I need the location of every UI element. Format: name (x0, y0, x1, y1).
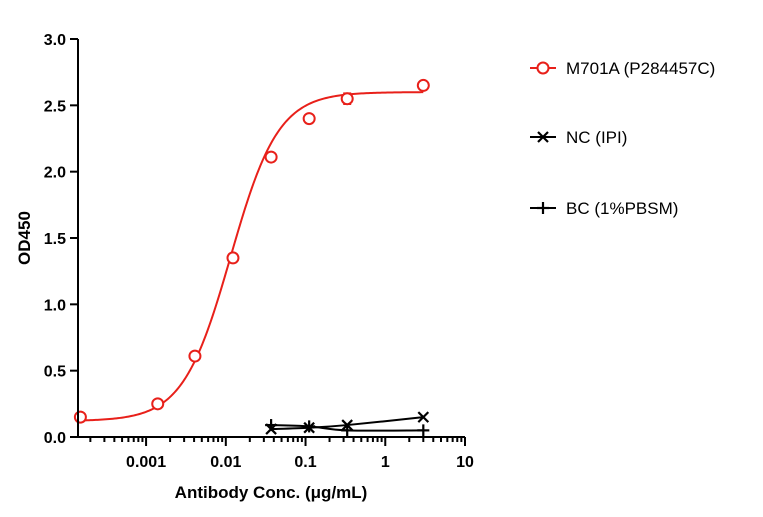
y-tick-label: 1.0 (44, 297, 66, 314)
x-ticks: 0.001 0.01 0.1 1 10 (89, 437, 474, 471)
data-point-2 (417, 424, 430, 437)
data-point-0 (416, 78, 430, 92)
series-line-0 (80, 91, 424, 422)
legend-entry-2: BC (1%PBSM) (530, 199, 678, 218)
data-point-2 (303, 420, 316, 433)
data-point-0 (226, 251, 240, 265)
x-tick-label: 10 (456, 454, 474, 471)
data-point-0 (340, 92, 354, 106)
y-tick-label: 2.5 (44, 98, 66, 115)
legend-marker (537, 202, 549, 214)
data-point-0 (73, 410, 87, 424)
x-tick-label: 0.01 (210, 454, 241, 471)
data-point-0 (151, 397, 165, 411)
series-line-1 (271, 416, 424, 431)
series-curves (80, 91, 424, 432)
data-point-0 (302, 112, 316, 126)
y-axis-title: OD450 (15, 211, 34, 265)
legend-entry-1: NC (IPI) (530, 128, 627, 147)
y-tick-label: 2.0 (44, 165, 66, 182)
legend-entry-0: M701A (P284457C) (530, 59, 715, 78)
x-tick-label: 0.1 (294, 454, 316, 471)
data-point-0 (188, 349, 202, 363)
plot-area (73, 78, 430, 437)
y-tick-label: 1.5 (44, 231, 66, 248)
x-tick-label: 0.001 (126, 454, 166, 471)
y-tick-label: 0.0 (44, 430, 66, 447)
y-tick-label: 0.5 (44, 364, 66, 381)
y-tick-label: 3.0 (44, 32, 66, 49)
data-point-0 (264, 150, 278, 164)
legend-label: M701A (P284457C) (566, 59, 715, 78)
legend-label: NC (IPI) (566, 128, 627, 147)
series-markers (73, 78, 430, 437)
x-tick-label: 1 (381, 454, 390, 471)
axes: 0.001 0.01 0.1 1 10 0.0 0.5 1.0 1.5 2.0 2.5 3.0 (44, 32, 474, 471)
legend-label: BC (1%PBSM) (566, 199, 678, 218)
data-point-2 (341, 424, 354, 437)
y-ticks: 0.0 0.5 1.0 1.5 2.0 2.5 3.0 (44, 32, 78, 447)
legend: M701A (P284457C) NC (IPI) BC (1%PBSM) (530, 59, 715, 218)
data-point-1 (417, 411, 430, 423)
legend-marker (537, 131, 549, 143)
x-axis-title: Antibody Conc. (μg/mL) (175, 483, 368, 502)
data-point-2 (265, 419, 278, 432)
legend-marker (536, 61, 550, 75)
series-line-2 (271, 424, 424, 432)
